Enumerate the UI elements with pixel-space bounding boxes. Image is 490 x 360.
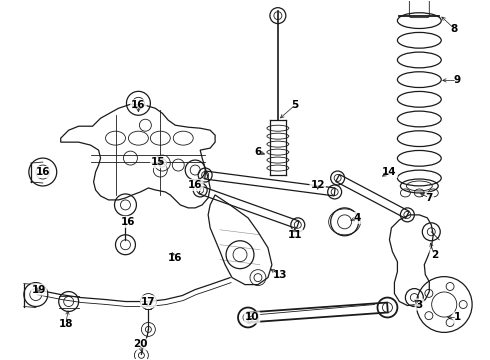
Text: 4: 4 <box>354 213 361 223</box>
Text: 6: 6 <box>254 147 262 157</box>
Text: 14: 14 <box>382 167 397 177</box>
Text: 20: 20 <box>133 339 147 349</box>
Text: 18: 18 <box>58 319 73 329</box>
Text: 16: 16 <box>168 253 182 263</box>
Text: 16: 16 <box>121 217 136 227</box>
Text: 16: 16 <box>36 167 50 177</box>
Text: 13: 13 <box>272 270 287 280</box>
Text: 7: 7 <box>426 193 433 203</box>
Text: 11: 11 <box>288 230 302 240</box>
Text: 3: 3 <box>416 300 423 310</box>
Text: 17: 17 <box>141 297 156 306</box>
Text: 8: 8 <box>451 24 458 33</box>
Text: 2: 2 <box>431 250 438 260</box>
Text: 10: 10 <box>245 312 259 323</box>
Text: 16: 16 <box>131 100 146 110</box>
Text: 16: 16 <box>188 180 202 190</box>
Text: 1: 1 <box>454 312 461 323</box>
Text: 19: 19 <box>32 284 46 294</box>
Text: 5: 5 <box>291 100 298 110</box>
Text: 12: 12 <box>311 180 325 190</box>
Text: 15: 15 <box>151 157 166 167</box>
Text: 9: 9 <box>454 75 461 85</box>
